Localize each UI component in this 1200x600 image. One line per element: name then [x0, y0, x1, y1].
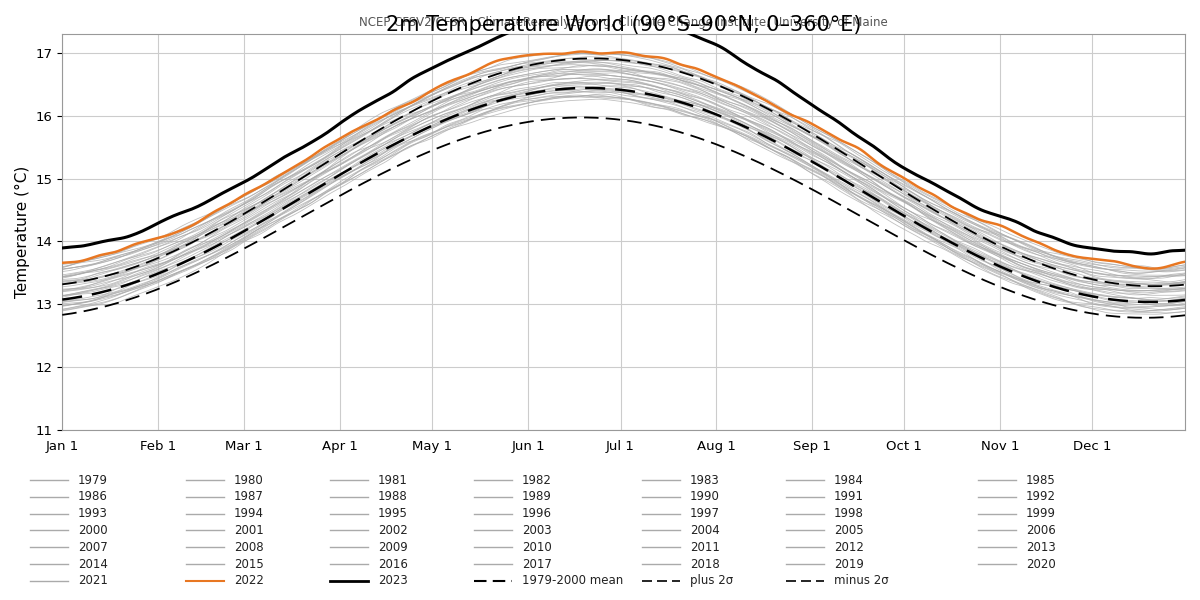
Text: 1990: 1990: [690, 490, 720, 503]
Text: plus 2σ: plus 2σ: [690, 574, 733, 587]
Text: 2011: 2011: [690, 541, 720, 554]
Text: 2007: 2007: [78, 541, 108, 554]
Text: 2006: 2006: [1026, 524, 1056, 537]
Text: 1981: 1981: [378, 473, 408, 487]
Text: 2012: 2012: [834, 541, 864, 554]
Text: 2013: 2013: [1026, 541, 1056, 554]
Text: 2021: 2021: [78, 574, 108, 587]
Text: 2001: 2001: [234, 524, 264, 537]
Text: 1998: 1998: [834, 507, 864, 520]
Text: 1991: 1991: [834, 490, 864, 503]
Text: 1992: 1992: [1026, 490, 1056, 503]
Text: 2022: 2022: [234, 574, 264, 587]
Text: 2019: 2019: [834, 557, 864, 571]
Text: 2017: 2017: [522, 557, 552, 571]
Text: 2002: 2002: [378, 524, 408, 537]
Text: 2014: 2014: [78, 557, 108, 571]
Text: 2005: 2005: [834, 524, 864, 537]
Text: 2015: 2015: [234, 557, 264, 571]
Text: 1995: 1995: [378, 507, 408, 520]
Text: 1983: 1983: [690, 473, 720, 487]
Text: 1980: 1980: [234, 473, 264, 487]
Text: 1984: 1984: [834, 473, 864, 487]
Text: 1993: 1993: [78, 507, 108, 520]
Text: minus 2σ: minus 2σ: [834, 574, 889, 587]
Text: 1999: 1999: [1026, 507, 1056, 520]
Text: 2020: 2020: [1026, 557, 1056, 571]
Text: 2023: 2023: [378, 574, 408, 587]
Text: 2009: 2009: [378, 541, 408, 554]
Text: 1994: 1994: [234, 507, 264, 520]
Text: 2018: 2018: [690, 557, 720, 571]
Text: 1979: 1979: [78, 473, 108, 487]
Text: 1985: 1985: [1026, 473, 1056, 487]
Text: 2003: 2003: [522, 524, 552, 537]
Text: 1982: 1982: [522, 473, 552, 487]
Text: 1979-2000 mean: 1979-2000 mean: [522, 574, 623, 587]
Text: 1987: 1987: [234, 490, 264, 503]
Text: 1986: 1986: [78, 490, 108, 503]
Text: 1988: 1988: [378, 490, 408, 503]
Title: 2m Temperature World (90°S–90°N, 0–360°E): 2m Temperature World (90°S–90°N, 0–360°E…: [386, 15, 862, 35]
Y-axis label: Temperature (°C): Temperature (°C): [14, 166, 30, 298]
Text: 2004: 2004: [690, 524, 720, 537]
Text: 2016: 2016: [378, 557, 408, 571]
Text: 1997: 1997: [690, 507, 720, 520]
Text: 2000: 2000: [78, 524, 108, 537]
Text: NCEP CFSV2/CFSR | ClimateReanalyzer.org, Climate Change Institute, University of: NCEP CFSV2/CFSR | ClimateReanalyzer.org,…: [359, 16, 888, 29]
Text: 1989: 1989: [522, 490, 552, 503]
Text: 1996: 1996: [522, 507, 552, 520]
Text: 2008: 2008: [234, 541, 264, 554]
Text: 2010: 2010: [522, 541, 552, 554]
